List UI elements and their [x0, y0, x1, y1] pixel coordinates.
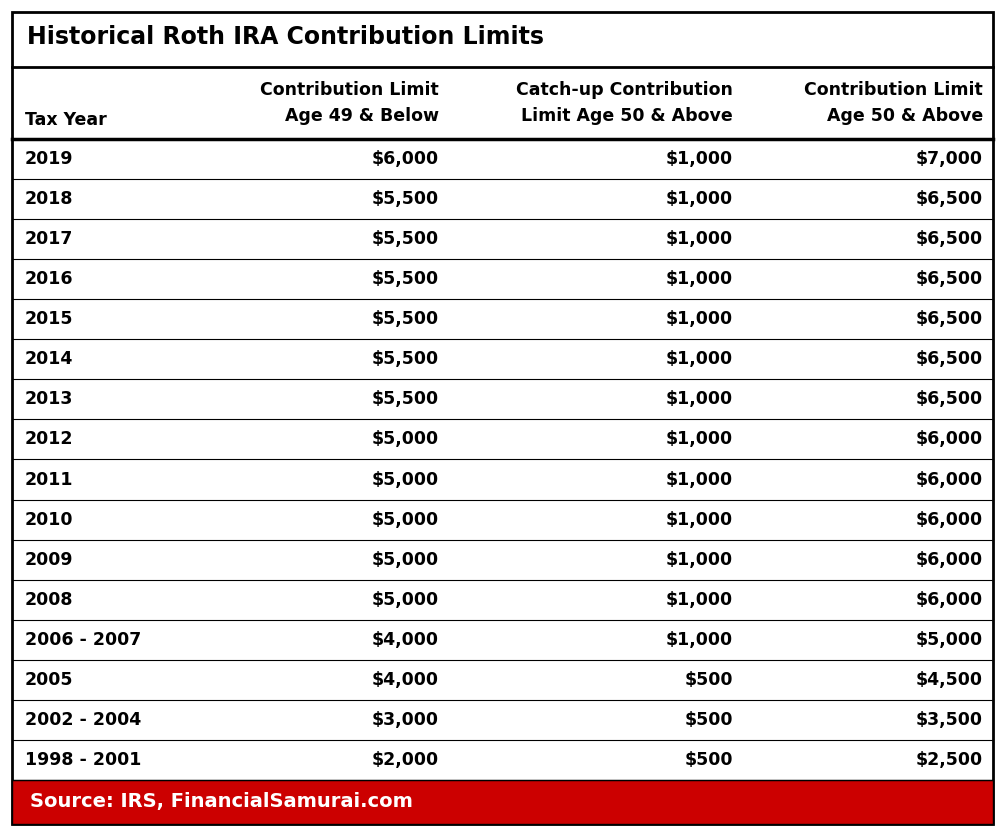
Text: 2016: 2016 — [25, 270, 73, 288]
Text: $5,500: $5,500 — [372, 270, 438, 288]
Text: $6,500: $6,500 — [916, 310, 983, 329]
Text: 2005: 2005 — [25, 670, 73, 689]
Text: $6,500: $6,500 — [916, 350, 983, 369]
Text: $6,000: $6,000 — [916, 471, 983, 488]
Text: $5,500: $5,500 — [372, 350, 438, 369]
Text: $1,000: $1,000 — [665, 230, 733, 248]
Text: 2011: 2011 — [25, 471, 73, 488]
Text: $4,000: $4,000 — [372, 670, 438, 689]
Text: $5,000: $5,000 — [372, 471, 438, 488]
Text: 2015: 2015 — [25, 310, 73, 329]
Text: $1,000: $1,000 — [665, 551, 733, 568]
Text: Contribution Limit: Contribution Limit — [804, 81, 983, 99]
Text: Source: IRS, FinancialSamurai.com: Source: IRS, FinancialSamurai.com — [30, 793, 413, 812]
Bar — [12, 780, 993, 824]
Text: Contribution Limit: Contribution Limit — [260, 81, 438, 99]
Text: $1,000: $1,000 — [665, 390, 733, 409]
Text: 2002 - 2004: 2002 - 2004 — [25, 711, 142, 729]
Text: $2,000: $2,000 — [372, 751, 438, 769]
Text: Age 49 & Below: Age 49 & Below — [284, 107, 438, 125]
Text: $1,000: $1,000 — [665, 310, 733, 329]
Text: $6,000: $6,000 — [916, 551, 983, 568]
Text: $3,000: $3,000 — [372, 711, 438, 729]
Text: Age 50 & Above: Age 50 & Above — [827, 107, 983, 125]
Text: $4,500: $4,500 — [916, 670, 983, 689]
Text: $6,000: $6,000 — [916, 431, 983, 448]
Text: $5,000: $5,000 — [372, 431, 438, 448]
Text: $6,000: $6,000 — [916, 511, 983, 528]
Text: 2014: 2014 — [25, 350, 73, 369]
Text: $1,000: $1,000 — [665, 190, 733, 208]
Text: $7,000: $7,000 — [916, 150, 983, 168]
Text: $4,000: $4,000 — [372, 631, 438, 649]
Text: $5,000: $5,000 — [372, 591, 438, 609]
Text: $1,000: $1,000 — [665, 471, 733, 488]
Text: Tax Year: Tax Year — [25, 111, 107, 129]
Text: 2008: 2008 — [25, 591, 73, 609]
Text: 2019: 2019 — [25, 150, 73, 168]
Text: Catch-up Contribution: Catch-up Contribution — [516, 81, 733, 99]
Text: $5,500: $5,500 — [372, 230, 438, 248]
Text: $500: $500 — [684, 711, 733, 729]
Text: $5,000: $5,000 — [916, 631, 983, 649]
Text: $5,000: $5,000 — [372, 511, 438, 528]
Text: $1,000: $1,000 — [665, 270, 733, 288]
Text: $6,000: $6,000 — [916, 591, 983, 609]
Text: $500: $500 — [684, 670, 733, 689]
Text: 2006 - 2007: 2006 - 2007 — [25, 631, 142, 649]
Text: $1,000: $1,000 — [665, 591, 733, 609]
Text: $5,000: $5,000 — [372, 551, 438, 568]
Text: 1998 - 2001: 1998 - 2001 — [25, 751, 142, 769]
Text: $1,000: $1,000 — [665, 631, 733, 649]
Text: $6,500: $6,500 — [916, 270, 983, 288]
Text: $1,000: $1,000 — [665, 431, 733, 448]
Text: Historical Roth IRA Contribution Limits: Historical Roth IRA Contribution Limits — [27, 25, 544, 48]
Text: $5,500: $5,500 — [372, 310, 438, 329]
Text: $1,000: $1,000 — [665, 350, 733, 369]
Text: $5,500: $5,500 — [372, 390, 438, 409]
Text: 2017: 2017 — [25, 230, 73, 248]
Text: $6,000: $6,000 — [372, 150, 438, 168]
Text: Limit Age 50 & Above: Limit Age 50 & Above — [522, 107, 733, 125]
Text: 2012: 2012 — [25, 431, 73, 448]
Text: 2013: 2013 — [25, 390, 73, 409]
Text: $6,500: $6,500 — [916, 390, 983, 409]
Text: 2009: 2009 — [25, 551, 73, 568]
Text: $5,500: $5,500 — [372, 190, 438, 208]
Text: $6,500: $6,500 — [916, 190, 983, 208]
Text: $3,500: $3,500 — [916, 711, 983, 729]
Text: $2,500: $2,500 — [916, 751, 983, 769]
Text: $1,000: $1,000 — [665, 511, 733, 528]
Text: 2018: 2018 — [25, 190, 73, 208]
Text: $500: $500 — [684, 751, 733, 769]
Text: $1,000: $1,000 — [665, 150, 733, 168]
Text: $6,500: $6,500 — [916, 230, 983, 248]
Text: 2010: 2010 — [25, 511, 73, 528]
